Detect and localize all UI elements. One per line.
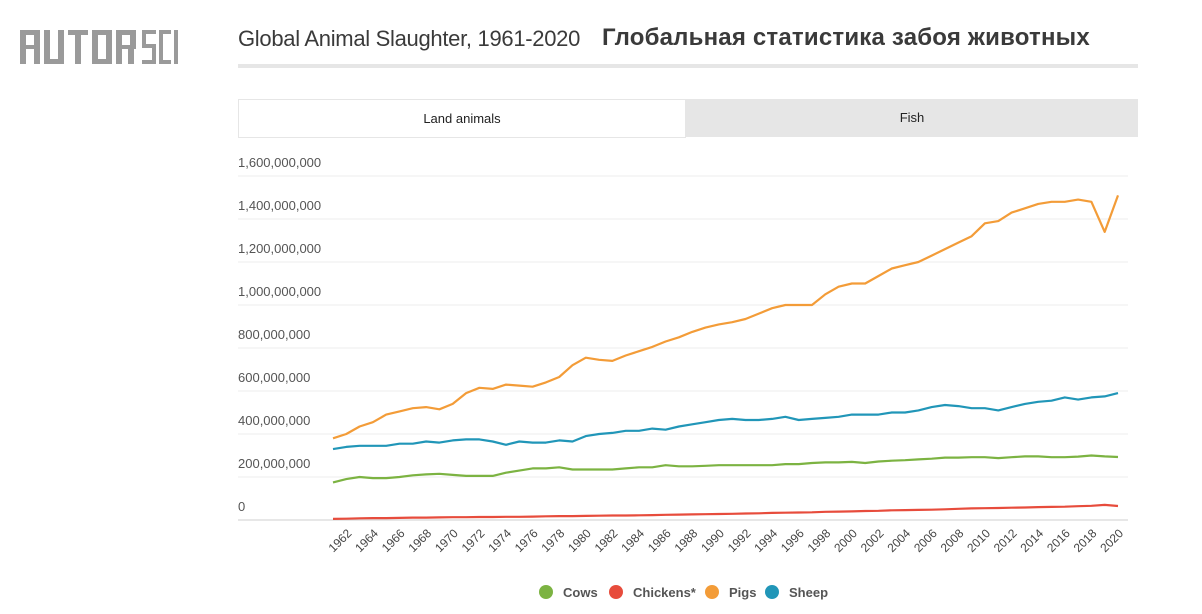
line-chart: 0 200,000,000 400,000,000 600,000,000 800,00… [238,155,1128,555]
series-line-cows[interactable] [332,454,1119,484]
x-tick-label: 1966 [379,526,408,555]
legend-swatch-cows [539,585,553,599]
x-tick-label: 1982 [592,526,621,555]
x-tick-label: 1996 [778,526,807,555]
y-tick-label: 0 [238,499,245,514]
y-tick-label: 1,200,000,000 [238,241,321,256]
chart-title-english: Global Animal Slaughter, 1961-2020 [238,26,581,51]
y-tick-label: 800,000,000 [238,327,310,342]
y-tick-label: 400,000,000 [238,413,310,428]
legend-swatch-pigs [705,585,719,599]
legend-swatch-chickens [609,585,623,599]
y-tick-label: 600,000,000 [238,370,310,385]
legend-item-pigs[interactable]: Pigs [705,582,756,602]
x-tick-label: 1990 [698,526,727,555]
x-tick-label: 2008 [938,526,967,555]
x-tick-label: 1978 [539,526,568,555]
chart-legend: Cows Chickens* Pigs Sheep [0,582,1202,602]
series-line-pigs[interactable] [332,195,1120,440]
title-divider [238,64,1138,68]
x-tick-label: 2002 [858,526,887,555]
x-tick-label: 2014 [1018,526,1047,555]
x-tick-label: 2018 [1071,526,1100,555]
x-tick-label: 2006 [911,526,940,555]
x-tick-label: 1976 [512,526,541,555]
chart-title-russian: Глобальная статистика забоя животных [602,24,1090,51]
legend-label-chickens: Chickens* [633,584,696,600]
tab-land-animals[interactable]: Land animals [238,99,686,138]
x-tick-label: 1986 [645,526,674,555]
x-tick-label: 2010 [964,526,993,555]
y-tick-label: 1,000,000,000 [238,284,321,299]
x-tick-label: 1974 [485,526,514,555]
y-tick-label: 1,400,000,000 [238,198,321,213]
x-tick-label: 2016 [1044,526,1073,555]
legend-item-chickens[interactable]: Chickens* [609,582,696,602]
x-tick-label: 1964 [352,526,381,555]
x-tick-label: 2004 [884,526,913,555]
legend-item-cows[interactable]: Cows [539,582,598,602]
x-tick-label: 1962 [326,526,355,555]
tab-fish[interactable]: Fish [899,110,925,125]
x-tick-label: 1970 [432,526,461,555]
x-tick-label: 1984 [618,526,647,555]
legend-label-sheep: Sheep [789,584,829,600]
x-tick-label: 1998 [805,526,834,555]
series-line-sheep[interactable] [332,392,1119,451]
legend-swatch-sheep [765,585,779,599]
x-tick-label: 1992 [725,526,754,555]
legend-label-cows: Cows [563,584,598,600]
legend-label-pigs: Pigs [729,584,757,600]
x-tick-label: 1980 [565,526,594,555]
x-tick-label: 1988 [672,526,701,555]
series-line-chickens[interactable] [332,503,1119,520]
x-tick-label: 1968 [405,526,434,555]
y-tick-label: 200,000,000 [238,456,310,471]
x-tick-label: 2012 [991,526,1020,555]
category-tabs: Land animals Fish [238,99,1138,138]
y-tick-label: 1,600,000,000 [238,155,321,170]
x-tick-label: 2020 [1097,526,1126,555]
legend-item-sheep[interactable]: Sheep [765,582,828,602]
x-tick-label: 1972 [459,526,488,555]
autor-science-logo [20,30,178,64]
x-tick-label: 1994 [751,526,780,555]
x-tick-label: 2000 [831,526,860,555]
